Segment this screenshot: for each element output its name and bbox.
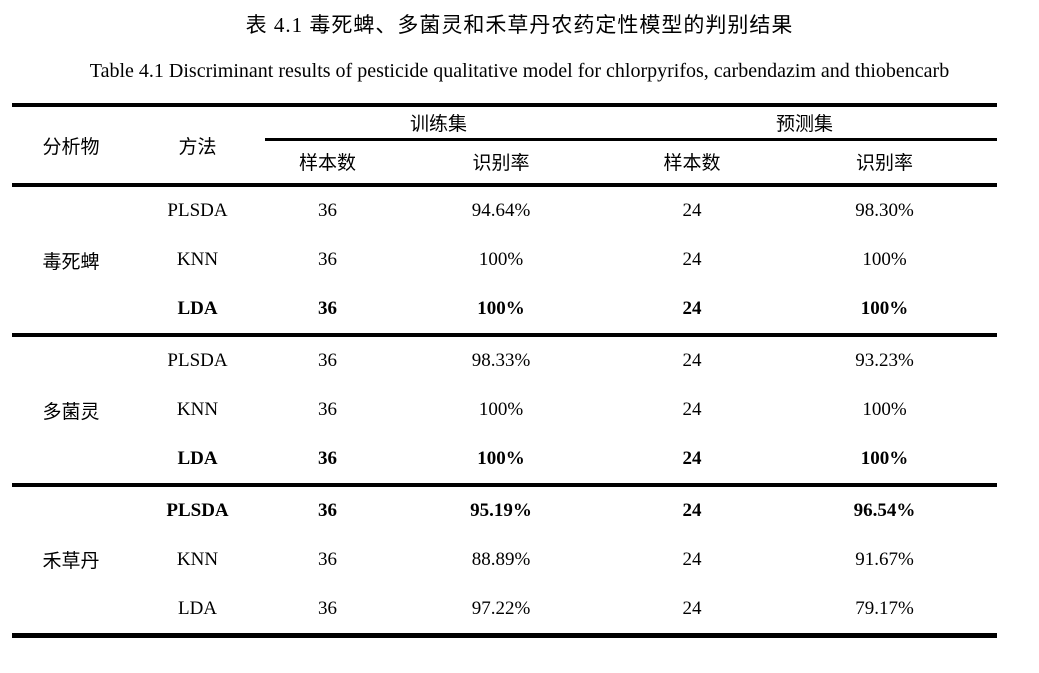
train-recognition-rate-cell: 100% — [478, 249, 524, 270]
method-cell: PLSDA — [166, 500, 229, 521]
analyte-cell: 禾草丹 — [12, 485, 130, 638]
test-recognition-rate-cell: 100% — [772, 435, 998, 487]
header-row-sub: 样本数 识别率 样本数 识别率 — [12, 139, 998, 187]
train-recognition-rate-cell: 97.22% — [390, 585, 613, 638]
table-row: KNN 36 100% 24 100% — [12, 385, 997, 435]
test-sample-count-cell: 24 — [612, 285, 773, 337]
header-analyte: 分析物 — [12, 103, 130, 187]
table-row: 多菌灵 PLSDA 36 98.33% 24 93.23% — [12, 335, 997, 487]
test-recognition-rate-cell: 100% — [862, 249, 907, 270]
train-sample-count-cell: 36 — [318, 200, 337, 221]
header-prediction-set: 预测集 — [612, 103, 998, 141]
analyte-group-carbendazim: 多菌灵 PLSDA 36 98.33% 24 93.23% KNN 36 100… — [12, 335, 998, 487]
test-recognition-rate-cell: 91.67% — [855, 549, 914, 570]
table-row: LDA 36 100% 24 100% — [12, 285, 998, 337]
results-table: 分析物 方法 训练集 预测集 样本数 识别率 样本数 识别率 毒死蜱 PLSDA… — [12, 103, 998, 638]
header-train-recognition-rate: 识别率 — [390, 139, 613, 187]
test-sample-count-cell: 24 — [612, 435, 773, 487]
table-caption-cn: 表 4.1 毒死蜱、多菌灵和禾草丹农药定性模型的判别结果 — [245, 13, 794, 37]
test-sample-count-cell: 24 — [682, 249, 702, 270]
analyte-group-chlorpyrifos: 毒死蜱 PLSDA 36 94.64% 24 98.30% KNN 36 100… — [12, 185, 998, 337]
table-row: LDA 36 97.22% 24 79.17% — [12, 585, 998, 638]
method-cell: PLSDA — [167, 350, 228, 371]
method-cell: KNN — [176, 399, 219, 420]
header-test-recognition-rate: 识别率 — [772, 139, 998, 187]
table-row: KNN 36 88.89% 24 91.67% — [12, 535, 997, 585]
analyte-group-thiobencarb: 禾草丹 PLSDA 36 95.19% 24 96.54% KNN 36 88.… — [12, 485, 998, 638]
method-cell: LDA — [130, 435, 265, 487]
test-sample-count-cell: 24 — [682, 549, 702, 570]
table-caption-en: Table 4.1 Discriminant results of pestic… — [89, 60, 950, 82]
test-sample-count-cell: 24 — [682, 350, 702, 371]
test-recognition-rate-cell: 100% — [772, 285, 998, 337]
train-sample-count-cell: 36 — [318, 350, 337, 371]
train-recognition-rate-cell: 100% — [478, 399, 524, 420]
train-sample-count-cell: 36 — [318, 549, 337, 570]
analyte-cell: 多菌灵 — [12, 335, 130, 487]
test-recognition-rate-cell: 79.17% — [772, 585, 998, 638]
train-sample-count-cell: 36 — [265, 435, 390, 487]
table-row: LDA 36 100% 24 100% — [12, 435, 998, 487]
test-sample-count-cell: 24 — [682, 500, 702, 521]
train-sample-count-cell: 36 — [318, 249, 337, 270]
table-row: KNN 36 100% 24 100% — [12, 235, 997, 285]
test-sample-count-cell: 24 — [612, 585, 773, 638]
table-header: 分析物 方法 训练集 预测集 样本数 识别率 样本数 识别率 — [12, 103, 998, 187]
test-recognition-rate-cell: 93.23% — [855, 350, 914, 371]
test-sample-count-cell: 24 — [682, 200, 702, 221]
table-row: 禾草丹 PLSDA 36 95.19% 24 96.54% — [12, 485, 997, 638]
train-sample-count-cell: 36 — [265, 585, 390, 638]
method-cell: PLSDA — [167, 200, 228, 221]
train-recognition-rate-cell: 98.33% — [471, 350, 531, 371]
header-test-sample-count: 样本数 — [612, 139, 773, 187]
test-recognition-rate-cell: 96.54% — [853, 500, 916, 521]
test-sample-count-cell: 24 — [682, 399, 702, 420]
header-row-top: 分析物 方法 训练集 预测集 — [12, 103, 998, 187]
analyte-cell: 毒死蜱 — [12, 185, 130, 337]
train-recognition-rate-cell: 95.19% — [470, 500, 532, 521]
header-train-sample-count: 样本数 — [265, 139, 390, 187]
train-recognition-rate-cell: 100% — [390, 435, 613, 487]
method-cell: KNN — [176, 249, 219, 270]
train-sample-count-cell: 36 — [265, 285, 390, 337]
header-training-set: 训练集 — [265, 103, 613, 141]
train-recognition-rate-cell: 94.64% — [471, 200, 531, 221]
method-cell: KNN — [176, 549, 219, 570]
train-recognition-rate-cell: 88.89% — [471, 549, 531, 570]
header-method: 方法 — [130, 103, 265, 187]
table-row: 毒死蜱 PLSDA 36 94.64% 24 98.30% — [12, 185, 997, 337]
train-recognition-rate-cell: 100% — [390, 285, 613, 337]
train-sample-count-cell: 36 — [318, 500, 337, 521]
method-cell: LDA — [130, 585, 265, 638]
test-recognition-rate-cell: 98.30% — [855, 200, 914, 221]
test-recognition-rate-cell: 100% — [862, 399, 907, 420]
method-cell: LDA — [130, 285, 265, 337]
train-sample-count-cell: 36 — [318, 399, 337, 420]
